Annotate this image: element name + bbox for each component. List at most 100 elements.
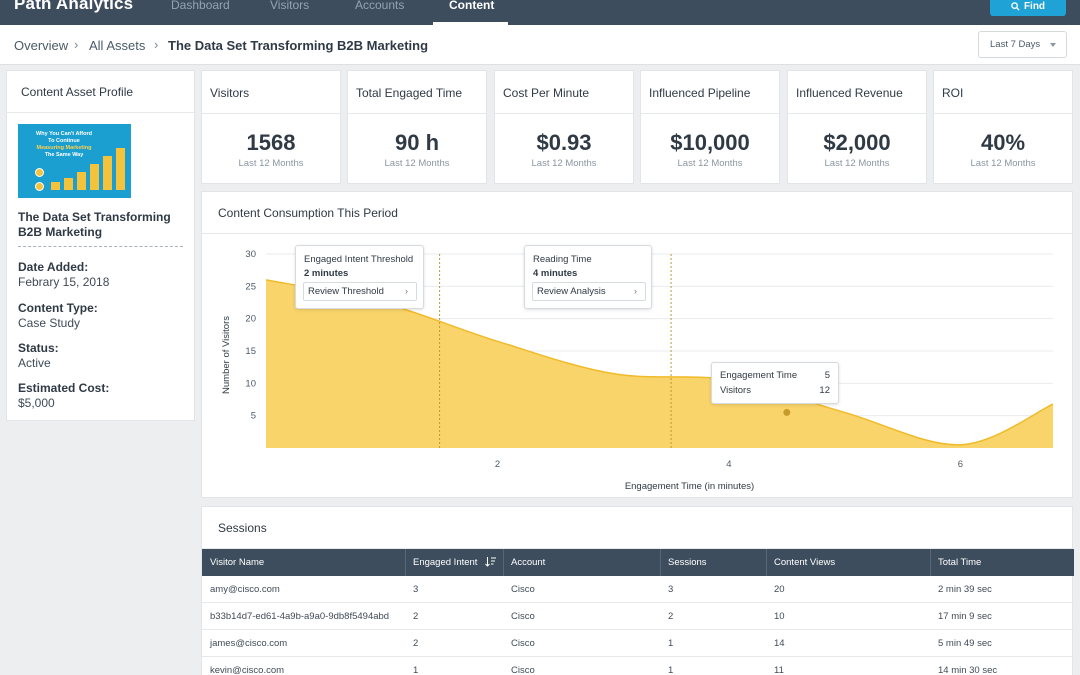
breadcrumb-all-assets[interactable]: All Assets (89, 38, 146, 53)
tooltip-visitors-value: 12 (819, 385, 830, 396)
sessions-title: Sessions (202, 507, 1072, 549)
cell-visitor-name[interactable]: james@cisco.com (210, 638, 288, 649)
divider (18, 246, 183, 247)
y-tick-label: 30 (245, 249, 256, 260)
column-sessions[interactable]: Sessions (668, 557, 707, 568)
cell-account: Cisco (511, 638, 535, 649)
asset-name: The Data Set Transforming B2B Marketing (18, 210, 171, 239)
cell-visitor-name[interactable]: b33b14d7-ed61-4a9b-a9a0-9db8f5494abd (210, 611, 390, 622)
cell-sessions: 2 (668, 611, 674, 622)
stat-title: Cost Per Minute (503, 86, 590, 100)
estimated-cost-value: $5,000 (18, 396, 55, 410)
table-row[interactable]: amy@cisco.com 3 Cisco 3 20 2 min 39 sec (202, 576, 1074, 603)
table-row[interactable]: b33b14d7-ed61-4a9b-a9a0-9db8f5494abd 2 C… (202, 603, 1074, 630)
chart-title: Content Consumption This Period (202, 192, 1072, 234)
date-added-label: Date Added: (18, 260, 89, 274)
date-range-select[interactable]: Last 7 Days (978, 31, 1067, 58)
data-point (783, 408, 791, 416)
threshold-tooltip: Engaged Intent Threshold 2 minutes Revie… (295, 245, 424, 309)
stat-card-cost-per-minute: Cost Per Minute $0.93 Last 12 Months (494, 70, 634, 184)
cell-visitor-name[interactable]: kevin@cisco.com (210, 665, 285, 675)
stat-value: 1568 (246, 130, 296, 155)
content-type-label: Content Type: (18, 301, 98, 315)
table-row[interactable]: kevin@cisco.com 1 Cisco 1 11 14 min 30 s… (202, 657, 1074, 675)
nav-visitors[interactable]: Visitors (270, 0, 310, 12)
cell-visitor-name[interactable]: amy@cisco.com (210, 584, 280, 595)
cell-account: Cisco (511, 611, 535, 622)
x-axis-label: Engagement Time (in minutes) (625, 481, 754, 492)
divider (641, 113, 779, 114)
thumbnail-graphic (90, 164, 99, 190)
stat-period: Last 12 Months (824, 158, 890, 169)
search-icon (1011, 2, 1020, 11)
nav-accounts[interactable]: Accounts (355, 0, 405, 12)
reading-time-tooltip: Reading Time 4 minutes Review Analysis › (524, 245, 652, 309)
stat-title: Visitors (210, 86, 250, 100)
nav-content[interactable]: Content (449, 0, 495, 12)
content-type-value: Case Study (18, 316, 81, 330)
cell-sessions: 1 (668, 665, 674, 675)
sessions-panel: Sessions Visitor Name Engaged Intent Acc… (201, 506, 1074, 675)
find-button[interactable]: Find (990, 0, 1066, 16)
app-title: Path Analytics (14, 0, 134, 13)
stat-period: Last 12 Months (384, 158, 450, 169)
stat-period: Last 12 Months (238, 158, 304, 169)
status-label: Status: (18, 341, 59, 355)
cell-engaged-intent: 1 (413, 665, 419, 675)
area-fill (266, 279, 1053, 448)
stat-title: ROI (942, 86, 964, 100)
thumbnail-title: Why You Can't Afford To Continue Measuri… (36, 131, 92, 158)
stat-period: Last 12 Months (531, 158, 597, 169)
tooltip-visitors-label: Visitors (720, 385, 751, 396)
stat-card-influenced-revenue: Influenced Revenue $2,000 Last 12 Months (787, 70, 927, 184)
y-tick-label: 10 (245, 378, 256, 389)
cell-engaged-intent: 3 (413, 584, 419, 595)
sort-descending-icon[interactable] (485, 556, 496, 567)
column-divider (660, 549, 661, 576)
thumbnail-graphic (77, 172, 86, 190)
stat-value: $2,000 (823, 130, 891, 155)
stat-card-visitors: Visitors 1568 Last 12 Months (201, 70, 341, 184)
column-divider (930, 549, 931, 576)
column-visitor-name[interactable]: Visitor Name (210, 557, 265, 568)
page-title: The Data Set Transforming B2B Marketing (168, 38, 429, 53)
review-analysis-button[interactable]: Review Analysis › (532, 282, 646, 301)
column-divider (766, 549, 767, 576)
cell-sessions: 1 (668, 638, 674, 649)
review-analysis-label: Review Analysis (537, 286, 606, 297)
y-tick-label: 25 (245, 281, 256, 292)
area-chart: 5 10 15 20 25 30 2 4 6 Engagement Time (in minute… (221, 249, 1054, 492)
stat-value: 40% (980, 130, 1026, 155)
cell-sessions: 3 (668, 584, 674, 595)
chevron-right-icon: › (405, 286, 408, 296)
stat-period: Last 12 Months (970, 158, 1036, 169)
cell-total-time: 2 min 39 sec (938, 584, 992, 595)
thumbnail-graphic (35, 182, 44, 191)
tooltip-engagement-value: 5 (824, 370, 830, 381)
stat-card-roi: ROI 40% Last 12 Months (933, 70, 1073, 184)
divider (202, 113, 340, 114)
breadcrumb-overview[interactable]: Overview (14, 38, 69, 53)
table-row[interactable]: james@cisco.com 2 Cisco 1 14 5 min 49 se… (202, 630, 1074, 657)
thumbnail-graphic (103, 156, 112, 190)
nav-dashboard[interactable]: Dashboard (171, 0, 230, 12)
stat-title: Total Engaged Time (356, 86, 463, 100)
column-total-time[interactable]: Total Time (938, 557, 982, 568)
column-account[interactable]: Account (511, 557, 546, 568)
caret-down-icon (1050, 42, 1057, 47)
cell-engaged-intent: 2 (413, 611, 419, 622)
column-engaged-intent[interactable]: Engaged Intent (413, 557, 478, 568)
cell-total-time: 14 min 30 sec (938, 665, 998, 675)
thumbnail-graphic (35, 168, 44, 177)
reading-time-label: Reading Time (533, 254, 592, 265)
tooltip-engagement-label: Engagement Time (720, 370, 798, 381)
stat-value: $10,000 (670, 130, 750, 155)
x-tick-label: 4 (726, 459, 731, 470)
thumbnail-graphic (51, 182, 60, 190)
cell-content-views: 11 (774, 665, 784, 675)
review-threshold-button[interactable]: Review Threshold › (303, 282, 417, 301)
column-content-views[interactable]: Content Views (774, 557, 836, 568)
status-value: Active (18, 356, 51, 370)
cell-total-time: 17 min 9 sec (938, 611, 992, 622)
asset-thumbnail[interactable]: Why You Can't Afford To Continue Measuri… (18, 124, 131, 198)
